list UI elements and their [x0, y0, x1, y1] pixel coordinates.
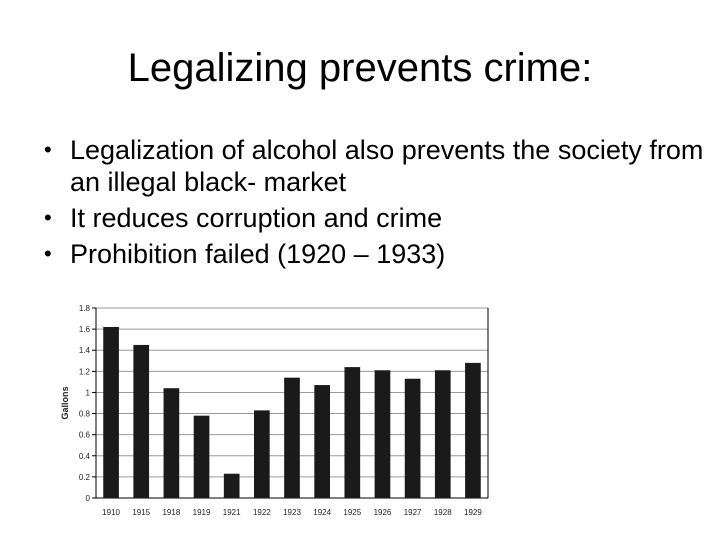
y-tick-label: 0.8 — [79, 410, 91, 419]
y-tick-label: 1.8 — [79, 304, 91, 313]
bullet-dot-icon: • — [44, 137, 52, 162]
x-tick-label: 1923 — [283, 508, 301, 517]
x-tick-label: 1922 — [253, 508, 271, 517]
bullet-item: • Prohibition failed (1920 – 1933) — [44, 238, 704, 270]
y-tick-label: 0.6 — [79, 431, 91, 440]
y-tick-label: 1 — [86, 388, 91, 397]
x-tick-label: 1927 — [404, 508, 422, 517]
bar — [344, 367, 361, 498]
x-tick-label: 1929 — [464, 508, 482, 517]
y-axis-label: Gallons — [60, 386, 70, 419]
bar — [223, 473, 240, 498]
bar — [465, 362, 481, 498]
bullet-text: It reduces corruption and crime — [70, 203, 443, 233]
bar — [434, 370, 451, 498]
bar — [314, 385, 330, 498]
bullet-dot-icon: • — [44, 241, 52, 266]
bullet-dot-icon: • — [44, 205, 52, 230]
x-tick-label: 1919 — [193, 508, 211, 517]
y-tick-label: 0.4 — [79, 452, 91, 461]
bar — [374, 370, 391, 498]
y-tick-label: 0.2 — [79, 473, 91, 482]
x-tick-label: 1910 — [102, 508, 120, 517]
bar — [103, 327, 119, 498]
x-tick-label: 1926 — [374, 508, 392, 517]
bar — [163, 388, 180, 498]
bar — [254, 410, 270, 498]
y-tick-label: 1.2 — [79, 367, 91, 376]
y-tick-label: 0 — [86, 494, 91, 503]
y-tick-label: 1.6 — [79, 325, 91, 334]
x-tick-label: 1924 — [313, 508, 331, 517]
y-tick-label: 1.4 — [79, 346, 91, 355]
bullet-list: • Legalization of alcohol also prevents … — [44, 134, 704, 274]
slide-title: Legalizing prevents crime: — [127, 46, 593, 90]
consumption-bar-chart: 0 0.2 0.4 0.6 0.8 1 1.2 1.4 1.6 1.8 Gallons 1910 191… — [60, 304, 489, 517]
bar — [404, 378, 421, 498]
bar — [193, 415, 210, 498]
x-tick-label: 1925 — [343, 508, 361, 517]
bullet-text: Prohibition failed (1920 – 1933) — [70, 239, 446, 269]
bullet-item: • Legalization of alcohol also prevents … — [44, 134, 704, 198]
bullet-text: Legalization of alcohol also prevents th… — [70, 135, 704, 197]
x-tick-label: 1918 — [162, 508, 180, 517]
x-tick-label: 1928 — [434, 508, 452, 517]
bar — [133, 344, 150, 498]
x-tick-label: 1921 — [223, 508, 241, 517]
bar — [284, 377, 300, 498]
bullet-item: • It reduces corruption and crime — [44, 202, 704, 234]
x-tick-label: 1915 — [132, 508, 150, 517]
